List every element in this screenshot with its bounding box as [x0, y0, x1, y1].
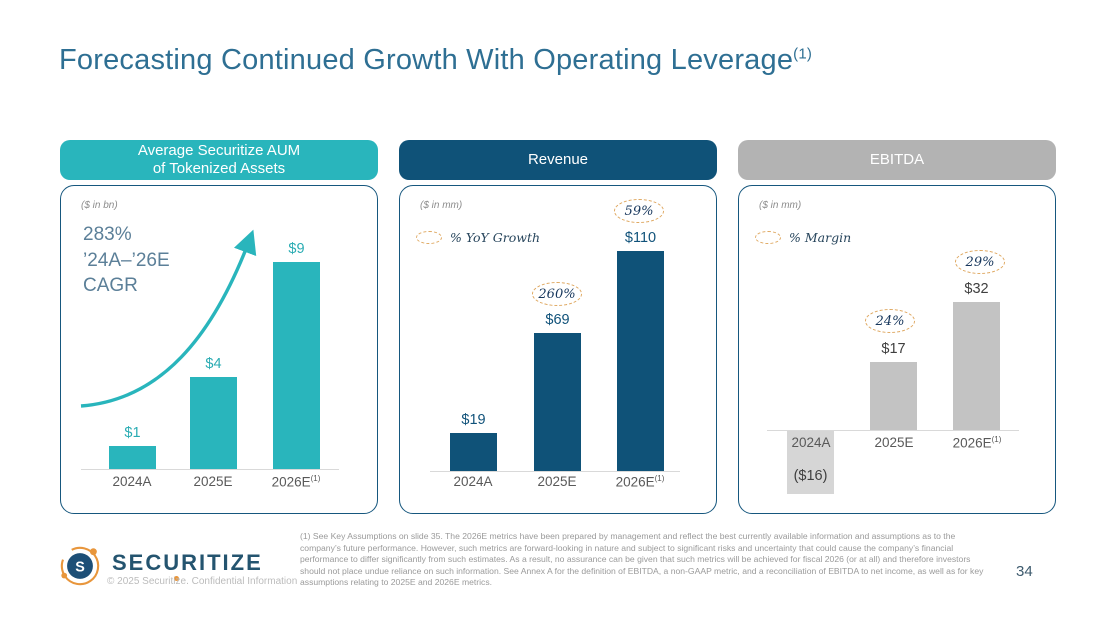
- ebitda-xlabel-footnote-marker: (1): [991, 435, 1002, 444]
- panel-revenue: Revenue ($ in mm) % YoY Growth 260% 59% …: [399, 140, 717, 514]
- chart-panels: Average Securitize AUM of Tokenized Asse…: [60, 140, 1056, 514]
- panel-revenue-chart: ($ in mm) % YoY Growth 260% 59% $19 $69 …: [399, 185, 717, 514]
- ebitda-legend-label: % Margin: [789, 230, 852, 245]
- revenue-xlabel-2026e: 2026E(1): [615, 474, 665, 490]
- aum-xlabel-2026e: 2026E(1): [271, 474, 321, 490]
- page-number: 34: [1016, 563, 1033, 580]
- aum-xlabel-2024a: 2024A: [112, 474, 152, 489]
- aum-unit-label: ($ in bn): [81, 200, 118, 211]
- ebitda-bar-2024a: [787, 430, 834, 494]
- aum-axis-line: [81, 469, 339, 470]
- revenue-bar-2026e: [617, 251, 664, 471]
- panel-aum-header: Average Securitize AUM of Tokenized Asse…: [60, 140, 378, 180]
- revenue-growth-2026e: 59%: [614, 199, 664, 223]
- securitize-logo-icon: S: [60, 546, 100, 586]
- panel-revenue-header: Revenue: [399, 140, 717, 180]
- ebitda-unit-label: ($ in mm): [759, 200, 802, 211]
- aum-cagr-annotation: 283% ’24A–’26E CAGR: [83, 224, 170, 297]
- aum-xlabel-2025e: 2025E: [193, 474, 233, 489]
- growth-arrow-icon: [80, 229, 257, 408]
- aum-value-2024a: $1: [124, 425, 141, 441]
- securitize-logo: S SECURITIZE: [58, 544, 261, 588]
- ebitda-legend: % Margin: [755, 230, 851, 245]
- panel-aum: Average Securitize AUM of Tokenized Asse…: [60, 140, 378, 514]
- revenue-legend-label: % YoY Growth: [450, 230, 541, 245]
- revenue-growth-2025e: 260%: [532, 282, 582, 306]
- ebitda-axis-line: [767, 430, 1019, 431]
- revenue-value-2026e: $110: [624, 230, 657, 246]
- aum-bar-2026e: [273, 262, 320, 469]
- page-title-text: Forecasting Continued Growth With Operat…: [59, 44, 794, 76]
- revenue-xlabel-footnote-marker: (1): [654, 474, 665, 483]
- ebitda-xlabel-2026e: 2026E(1): [952, 435, 1002, 451]
- ebitda-value-2025e: $17: [881, 341, 906, 357]
- revenue-xlabel-2025e: 2025E: [537, 474, 577, 489]
- ebitda-margin-2025e: 24%: [865, 309, 915, 333]
- revenue-bar-2024a: [450, 433, 497, 471]
- ebitda-xlabel-2025e: 2025E: [874, 435, 914, 450]
- aum-value-2025e: $4: [205, 356, 222, 372]
- panel-ebitda-header: EBITDA: [738, 140, 1056, 180]
- aum-bar-2024a: [109, 446, 156, 469]
- ebitda-value-2024a: ($16): [793, 468, 828, 484]
- securitize-wordmark: SECURITIZE: [112, 550, 263, 575]
- aum-value-2026e: $9: [288, 241, 305, 257]
- revenue-value-2024a: $19: [461, 412, 486, 428]
- revenue-xlabel-2024a: 2024A: [453, 474, 493, 489]
- page-title: Forecasting Continued Growth With Operat…: [59, 44, 812, 77]
- panel-aum-chart: ($ in bn) 283% ’24A–’26E CAGR $1 $4 $9: [60, 185, 378, 514]
- ebitda-margin-2026e: 29%: [955, 250, 1005, 274]
- ebitda-bar-2026e: [953, 302, 1000, 430]
- ebitda-xlabel-2024a: 2024A: [791, 435, 831, 450]
- aum-bar-2025e: [190, 377, 237, 469]
- ebitda-bar-2025e: [870, 362, 917, 430]
- aum-xlabel-footnote-marker: (1): [310, 474, 321, 483]
- dashed-oval-icon: [755, 231, 781, 244]
- title-footnote-marker: (1): [793, 45, 813, 63]
- revenue-value-2025e: $69: [545, 312, 570, 328]
- ebitda-value-2026e: $32: [964, 281, 989, 297]
- panel-ebitda-chart: ($ in mm) % Margin 24% 29% ($16) $17 $32…: [738, 185, 1056, 514]
- revenue-bar-2025e: [534, 333, 581, 471]
- revenue-axis-line: [430, 471, 680, 472]
- svg-text:S: S: [75, 559, 85, 575]
- revenue-unit-label: ($ in mm): [420, 200, 463, 211]
- logo-orange-dot-icon: [174, 576, 179, 581]
- revenue-legend: % YoY Growth: [416, 230, 540, 245]
- dashed-oval-icon: [416, 231, 442, 244]
- copyright-text: © 2025 Securitize. Confidential Informat…: [107, 576, 298, 587]
- panel-ebitda: EBITDA ($ in mm) % Margin 24% 29% ($16) …: [738, 140, 1056, 514]
- footnote-text: (1) See Key Assumptions on slide 35. The…: [300, 531, 984, 588]
